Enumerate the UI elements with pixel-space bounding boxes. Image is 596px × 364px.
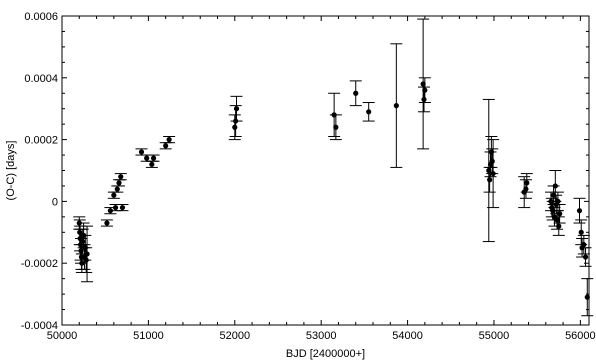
data-point: [80, 232, 87, 238]
data-point: [393, 103, 399, 109]
data-point: [576, 208, 583, 214]
data-point: [554, 217, 560, 223]
y-tick-label: -0.0002: [21, 258, 58, 270]
x-tick-label: 51000: [133, 330, 164, 342]
data-point: [118, 174, 124, 180]
data-point: [552, 183, 558, 189]
data-point: [557, 211, 563, 217]
data-point: [144, 155, 150, 161]
x-tick-label: 53000: [306, 330, 337, 342]
data-point: [422, 87, 428, 93]
plot-frame: [61, 15, 590, 326]
x-tick-label: 52000: [219, 330, 250, 342]
data-point: [232, 124, 238, 130]
data-point: [138, 149, 145, 155]
data-point: [556, 223, 562, 229]
data-point: [487, 177, 493, 183]
data-point: [548, 198, 554, 204]
data-point: [578, 229, 584, 235]
x-tick-label: 56000: [565, 330, 596, 342]
y-tick-label: 0.0006: [24, 11, 58, 23]
data-point: [83, 257, 89, 263]
data-point: [111, 192, 117, 198]
data-point: [78, 248, 84, 254]
data-point: [76, 220, 82, 226]
data-point: [331, 112, 337, 118]
data-point: [84, 251, 90, 257]
data-point: [149, 161, 155, 167]
y-tick-label: 0.0004: [24, 73, 58, 85]
data-point: [550, 208, 556, 214]
x-tick-label: 50000: [47, 330, 78, 342]
y-tick-label: 0: [52, 196, 58, 208]
data-point: [119, 204, 126, 211]
data-point: [333, 124, 339, 130]
y-axis-label: (O-C) [days]: [5, 141, 17, 201]
data-point: [555, 198, 561, 204]
y-tick-label: 0.0002: [24, 135, 58, 147]
data-point: [353, 90, 359, 96]
data-point: [166, 137, 172, 143]
data-point: [490, 170, 496, 177]
data-point: [523, 186, 529, 192]
data-point: [104, 220, 110, 226]
data-point: [233, 118, 239, 124]
data-point: [80, 238, 86, 245]
data-point: [584, 294, 590, 300]
data-point: [107, 208, 113, 214]
data-point: [366, 109, 372, 115]
x-tick-label: 54000: [392, 330, 423, 342]
data-point: [112, 204, 119, 211]
y-tick-label: -0.0004: [21, 320, 58, 332]
data-point: [116, 180, 122, 186]
data-point: [486, 167, 492, 174]
data-point: [488, 149, 494, 155]
data-point: [524, 180, 530, 186]
data-point: [163, 143, 169, 149]
data-point: [489, 158, 495, 164]
data-point: [581, 242, 587, 248]
data-point: [233, 106, 240, 112]
data-point: [550, 192, 557, 198]
data-point: [420, 81, 426, 87]
data-point: [150, 155, 157, 161]
data-point: [114, 186, 120, 192]
data-point: [79, 260, 85, 266]
data-point: [77, 229, 83, 235]
data-point: [82, 245, 88, 251]
data-point: [582, 254, 589, 260]
data-point: [421, 96, 427, 103]
x-axis-label: BJD [2400000+]: [286, 348, 365, 360]
x-tick-label: 55000: [479, 330, 510, 342]
